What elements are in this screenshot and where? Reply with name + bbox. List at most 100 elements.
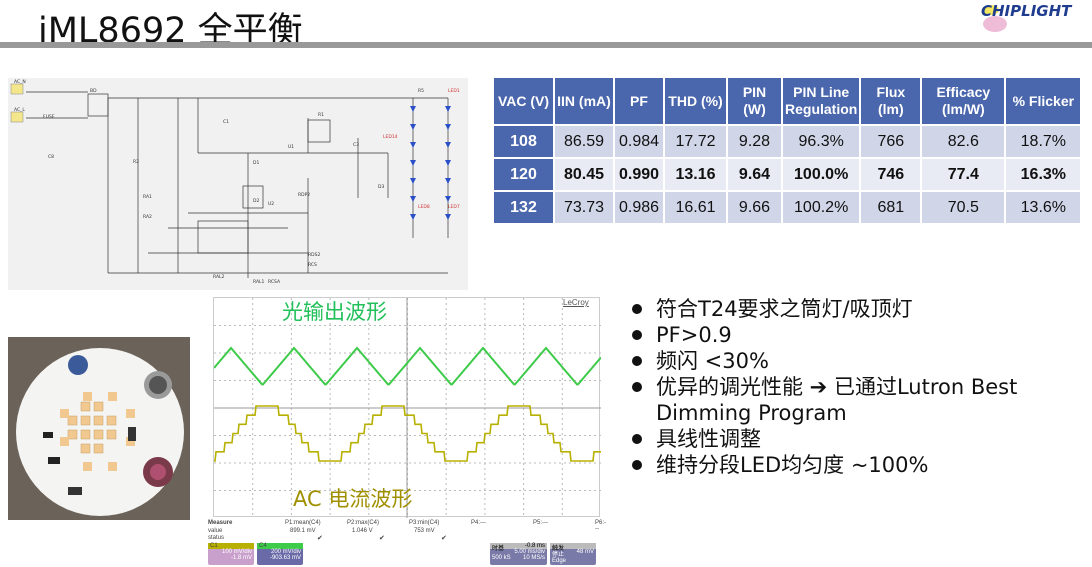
c4-channel-box[interactable]: C4 200 mV/div -903.63 mV bbox=[257, 543, 303, 565]
column-header: PF bbox=[615, 78, 663, 124]
schematic-label: D1 bbox=[253, 160, 259, 166]
measure-param-name: P2:max(C4) bbox=[347, 520, 380, 526]
column-header: VAC (V) bbox=[494, 78, 553, 124]
led-symbol bbox=[445, 214, 451, 220]
schematic-label: AC_L bbox=[14, 107, 25, 113]
table-cell: 9.64 bbox=[728, 159, 781, 190]
feature-item: PF>0.9 bbox=[630, 322, 1076, 348]
measure-label: Measure bbox=[208, 520, 233, 526]
led-symbol bbox=[410, 124, 416, 130]
ic-u1 bbox=[307, 119, 331, 143]
table-cell: 9.66 bbox=[728, 192, 781, 223]
trigger-level: 48 mV bbox=[576, 549, 594, 555]
trigger-label: 触发 bbox=[550, 543, 596, 552]
column-header: Efficacy (lm/W) bbox=[922, 78, 1005, 124]
led-symbol bbox=[445, 142, 451, 148]
light-output-waveform bbox=[213, 346, 602, 386]
ic-u2 bbox=[242, 185, 264, 209]
table-cell: 766 bbox=[861, 126, 921, 157]
led-chip bbox=[67, 429, 78, 440]
controller-ic bbox=[197, 220, 249, 254]
schematic-label: RAL1 bbox=[253, 279, 265, 285]
table-cell: 0.986 bbox=[615, 192, 663, 223]
c4-name: C4 bbox=[257, 543, 303, 549]
feature-item: 频闪 <30% bbox=[630, 348, 1076, 374]
table-cell: 100.2% bbox=[783, 192, 860, 223]
pcb-image bbox=[8, 337, 190, 520]
schematic-label: RDS2 bbox=[308, 252, 320, 258]
led-chip bbox=[108, 392, 117, 401]
schematic-label: LED14 bbox=[383, 134, 398, 140]
led-chip bbox=[83, 462, 92, 471]
led-symbol bbox=[410, 106, 416, 112]
led-chip bbox=[93, 401, 104, 412]
measure-param-value: 899.1 mV bbox=[290, 528, 316, 534]
led-symbol bbox=[410, 196, 416, 202]
led-symbol bbox=[410, 178, 416, 184]
table-cell: 16.3% bbox=[1006, 159, 1081, 190]
table-cell: 17.72 bbox=[665, 126, 726, 157]
timebase-label: 时基 bbox=[492, 546, 505, 552]
schematic-label: RAL2 bbox=[213, 274, 225, 280]
table-cell: 0.984 bbox=[615, 126, 663, 157]
table-cell: 86.59 bbox=[555, 126, 613, 157]
circuit-schematic: AC_N AC_L FUSE BD C1 R1 U1 D1 D2 U2 R2 RA1 RA2 C8 C3 D3… bbox=[8, 78, 468, 290]
spec-table: VAC (V) IIN (mA) PF THD (%) PIN (W) PIN Line … bbox=[492, 76, 1082, 225]
led-chip bbox=[60, 437, 69, 446]
trigger-box[interactable]: 触发 停止 48 mV Edge bbox=[550, 543, 596, 565]
connector-ac-l bbox=[10, 111, 24, 123]
schematic-label: U2 bbox=[268, 201, 274, 207]
table-cell: 82.6 bbox=[922, 126, 1005, 157]
schematic-label: LED8 bbox=[418, 204, 430, 210]
schematic-label: FUSE bbox=[43, 114, 55, 120]
led-chip bbox=[106, 429, 117, 440]
table-cell: 13.6% bbox=[1006, 192, 1081, 223]
led-chip bbox=[93, 415, 104, 426]
value-label: value bbox=[208, 528, 223, 534]
led-symbol bbox=[445, 106, 451, 112]
feature-item: 符合T24要求之筒灯/吸顶灯 bbox=[630, 296, 1076, 322]
c1-channel-box[interactable]: C1 100 mV/div -1.8 mV bbox=[208, 543, 254, 565]
led-chip bbox=[80, 443, 91, 454]
column-header: PIN (W) bbox=[728, 78, 781, 124]
oscilloscope-screen bbox=[213, 297, 602, 518]
measure-param-name: P3:min(C4) bbox=[409, 520, 440, 526]
led-symbol bbox=[445, 178, 451, 184]
table-row: 132 73.73 0.986 16.61 9.66 100.2% 681 70.5 13.6% bbox=[494, 192, 1081, 223]
led-symbol bbox=[410, 142, 416, 148]
timebase-scale: 5.00 ms/div bbox=[514, 549, 545, 555]
measure-param-name: P1:mean(C4) bbox=[285, 520, 321, 526]
trigger-mode: 停止 bbox=[552, 552, 565, 558]
table-cell: 100.0% bbox=[783, 159, 860, 190]
measure-param-value: 753 mV bbox=[414, 528, 435, 534]
table-cell: 681 bbox=[861, 192, 921, 223]
pcb-photo bbox=[8, 337, 190, 520]
table-cell: 132 bbox=[494, 192, 553, 223]
trigger-type: Edge bbox=[552, 558, 567, 564]
timebase-box[interactable]: 时基 -0.8 ms 5.00 ms/div 500 kS 10 MS/s bbox=[490, 543, 547, 565]
schematic-label: C3 bbox=[353, 142, 359, 148]
led-chip bbox=[83, 392, 92, 401]
table-cell: 746 bbox=[861, 159, 921, 190]
schematic-label: AC_N bbox=[14, 79, 26, 85]
schematic-label: R2 bbox=[133, 159, 139, 165]
led-symbol bbox=[445, 124, 451, 130]
schematic-label: D3 bbox=[378, 184, 384, 190]
c1-scale: 100 mV/div bbox=[221, 549, 252, 555]
status-check-icon: ✔ bbox=[441, 535, 447, 542]
led-symbol bbox=[445, 160, 451, 166]
table-cell: 70.5 bbox=[922, 192, 1005, 223]
column-header: Flux (lm) bbox=[861, 78, 921, 124]
schematic-label: RA2 bbox=[143, 214, 152, 220]
table-cell: 13.16 bbox=[665, 159, 726, 190]
bridge-rectifier bbox=[87, 93, 109, 117]
led-chip bbox=[93, 429, 104, 440]
feature-item: 具线性调整 bbox=[630, 426, 1076, 452]
table-cell: 16.61 bbox=[665, 192, 726, 223]
table-row: 108 86.59 0.984 17.72 9.28 96.3% 766 82.6 18.7% bbox=[494, 126, 1081, 157]
schematic-label: D2 bbox=[253, 198, 259, 204]
schematic-label: LED1 bbox=[448, 88, 460, 94]
scope-brand: LeCroy bbox=[563, 298, 589, 307]
chiplight-logo: CHIPLIGHT bbox=[981, 2, 1073, 32]
schematic-drawing: AC_N AC_L FUSE BD C1 R1 U1 D1 D2 U2 R2 RA1 RA2 C8 C3 D3… bbox=[10, 79, 460, 285]
